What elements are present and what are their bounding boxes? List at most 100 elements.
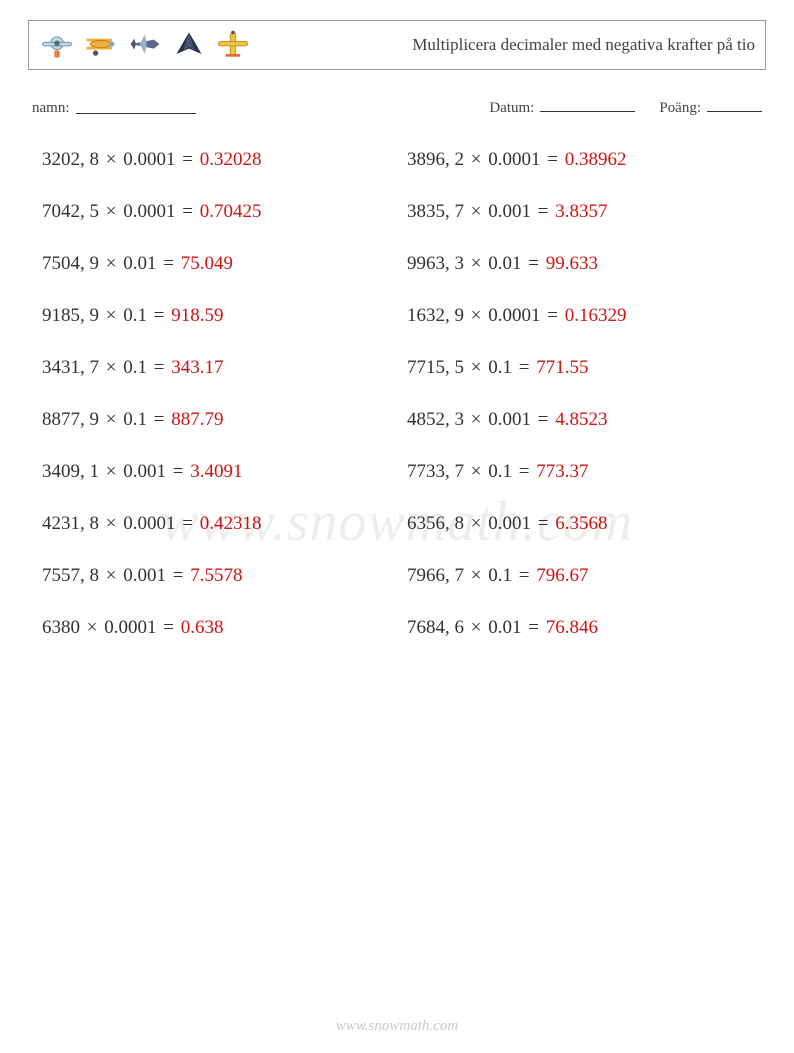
answer: 796.67 bbox=[536, 565, 588, 586]
operand-a: 7684, 6 bbox=[407, 617, 464, 638]
operand-b: 0.1 bbox=[123, 357, 147, 378]
equals-sign: = bbox=[156, 617, 180, 638]
name-label: namn: bbox=[32, 100, 70, 117]
operand-a: 7966, 7 bbox=[407, 565, 464, 586]
multiply-sign: × bbox=[464, 409, 488, 430]
operand-b: 0.01 bbox=[123, 253, 156, 274]
multiply-sign: × bbox=[99, 513, 123, 534]
operand-b: 0.0001 bbox=[123, 149, 175, 170]
multiply-sign: × bbox=[99, 565, 123, 586]
operand-a: 3896, 2 bbox=[407, 149, 464, 170]
score-label: Poäng: bbox=[659, 100, 701, 117]
plane-front-icon bbox=[39, 27, 75, 63]
equals-sign: = bbox=[521, 253, 545, 274]
problem-left-0: 3202, 8 × 0.0001 = 0.32028 bbox=[42, 149, 387, 171]
answer: 6.3568 bbox=[555, 513, 607, 534]
problem-right-0: 3896, 2 × 0.0001 = 0.38962 bbox=[407, 149, 752, 171]
equals-sign: = bbox=[531, 513, 555, 534]
operand-a: 6380 bbox=[42, 617, 80, 638]
name-blank[interactable] bbox=[76, 100, 196, 114]
equals-sign: = bbox=[540, 149, 564, 170]
icon-row bbox=[39, 27, 251, 63]
multiply-sign: × bbox=[99, 357, 123, 378]
worksheet-title: Multiplicera decimaler med negativa kraf… bbox=[412, 34, 755, 55]
operand-b: 0.01 bbox=[488, 617, 521, 638]
operand-a: 7504, 9 bbox=[42, 253, 99, 274]
operand-b: 0.001 bbox=[123, 461, 166, 482]
multiply-sign: × bbox=[464, 253, 488, 274]
answer: 76.846 bbox=[546, 617, 598, 638]
operand-a: 7733, 7 bbox=[407, 461, 464, 482]
date-label: Datum: bbox=[489, 100, 534, 117]
problem-right-2: 9963, 3 × 0.01 = 99.633 bbox=[407, 253, 752, 275]
score-blank[interactable] bbox=[707, 98, 762, 112]
multiply-sign: × bbox=[464, 617, 488, 638]
multiply-sign: × bbox=[80, 617, 104, 638]
multiply-sign: × bbox=[464, 357, 488, 378]
equals-sign: = bbox=[531, 201, 555, 222]
equals-sign: = bbox=[175, 513, 199, 534]
multiply-sign: × bbox=[464, 565, 488, 586]
equals-sign: = bbox=[512, 461, 536, 482]
operand-a: 4231, 8 bbox=[42, 513, 99, 534]
problem-left-2: 7504, 9 × 0.01 = 75.049 bbox=[42, 253, 387, 275]
problem-right-4: 7715, 5 × 0.1 = 771.55 bbox=[407, 357, 752, 379]
answer: 0.32028 bbox=[200, 149, 262, 170]
operand-b: 0.0001 bbox=[104, 617, 156, 638]
answer: 0.16329 bbox=[565, 305, 627, 326]
equals-sign: = bbox=[166, 461, 190, 482]
problem-left-3: 9185, 9 × 0.1 = 918.59 bbox=[42, 305, 387, 327]
operand-a: 3202, 8 bbox=[42, 149, 99, 170]
answer: 0.638 bbox=[181, 617, 224, 638]
header-box: Multiplicera decimaler med negativa kraf… bbox=[28, 20, 766, 70]
problem-right-6: 7733, 7 × 0.1 = 773.37 bbox=[407, 461, 752, 483]
problems-grid: 3202, 8 × 0.0001 = 0.32028 3896, 2 × 0.00… bbox=[28, 149, 766, 639]
date-blank[interactable] bbox=[540, 98, 635, 112]
multiply-sign: × bbox=[99, 149, 123, 170]
answer: 771.55 bbox=[536, 357, 588, 378]
multiply-sign: × bbox=[464, 461, 488, 482]
equals-sign: = bbox=[147, 357, 171, 378]
answer: 4.8523 bbox=[555, 409, 607, 430]
meta-row: namn: Datum: Poäng: bbox=[28, 98, 766, 117]
multiply-sign: × bbox=[99, 409, 123, 430]
footer-url: www.snowmath.com bbox=[0, 1018, 794, 1035]
operand-b: 0.1 bbox=[488, 461, 512, 482]
problem-right-8: 7966, 7 × 0.1 = 796.67 bbox=[407, 565, 752, 587]
operand-b: 0.001 bbox=[488, 201, 531, 222]
problem-left-8: 7557, 8 × 0.001 = 7.5578 bbox=[42, 565, 387, 587]
equals-sign: = bbox=[512, 565, 536, 586]
operand-b: 0.001 bbox=[488, 409, 531, 430]
answer: 75.049 bbox=[181, 253, 233, 274]
answer: 0.70425 bbox=[200, 201, 262, 222]
operand-a: 6356, 8 bbox=[407, 513, 464, 534]
answer: 887.79 bbox=[171, 409, 223, 430]
operand-a: 1632, 9 bbox=[407, 305, 464, 326]
operand-b: 0.001 bbox=[488, 513, 531, 534]
equals-sign: = bbox=[540, 305, 564, 326]
problem-right-1: 3835, 7 × 0.001 = 3.8357 bbox=[407, 201, 752, 223]
equals-sign: = bbox=[175, 201, 199, 222]
operand-a: 3431, 7 bbox=[42, 357, 99, 378]
equals-sign: = bbox=[156, 253, 180, 274]
operand-b: 0.1 bbox=[488, 565, 512, 586]
multiply-sign: × bbox=[464, 201, 488, 222]
problem-right-3: 1632, 9 × 0.0001 = 0.16329 bbox=[407, 305, 752, 327]
problem-right-5: 4852, 3 × 0.001 = 4.8523 bbox=[407, 409, 752, 431]
answer: 99.633 bbox=[546, 253, 598, 274]
equals-sign: = bbox=[531, 409, 555, 430]
equals-sign: = bbox=[512, 357, 536, 378]
problem-left-7: 4231, 8 × 0.0001 = 0.42318 bbox=[42, 513, 387, 535]
answer: 3.4091 bbox=[190, 461, 242, 482]
problem-left-9: 6380 × 0.0001 = 0.638 bbox=[42, 617, 387, 639]
problem-right-9: 7684, 6 × 0.01 = 76.846 bbox=[407, 617, 752, 639]
multiply-sign: × bbox=[99, 461, 123, 482]
operand-a: 7042, 5 bbox=[42, 201, 99, 222]
equals-sign: = bbox=[175, 149, 199, 170]
answer: 343.17 bbox=[171, 357, 223, 378]
problem-left-1: 7042, 5 × 0.0001 = 0.70425 bbox=[42, 201, 387, 223]
answer: 0.38962 bbox=[565, 149, 627, 170]
equals-sign: = bbox=[521, 617, 545, 638]
prop-plane-icon bbox=[215, 27, 251, 63]
operand-a: 7715, 5 bbox=[407, 357, 464, 378]
